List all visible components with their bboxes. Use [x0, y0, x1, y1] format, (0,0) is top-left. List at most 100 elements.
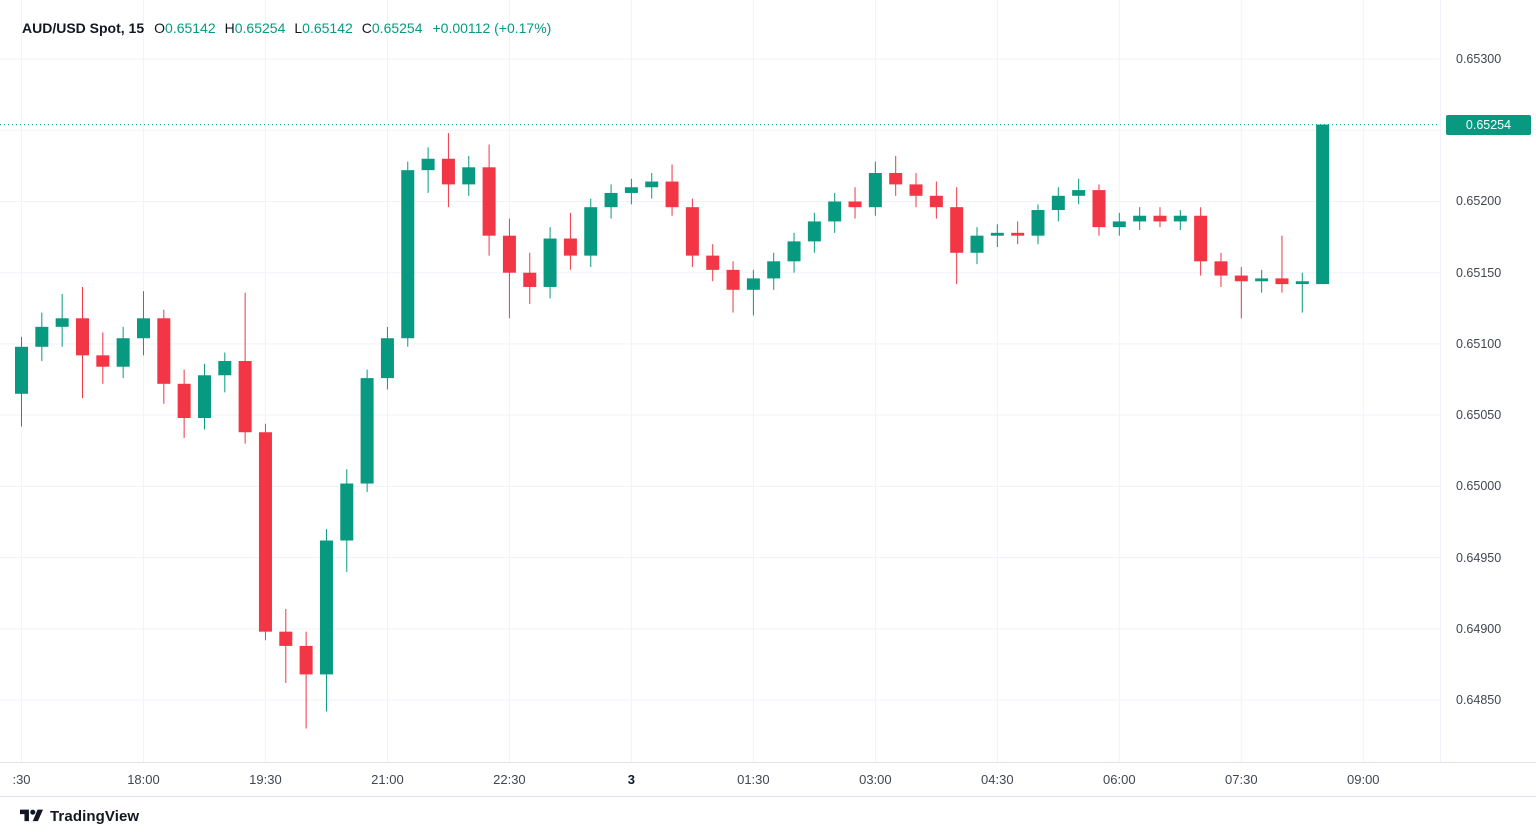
candle-body	[848, 201, 862, 208]
candle-body	[909, 184, 923, 196]
candle-body	[197, 375, 211, 419]
time-axis-label: 21:00	[371, 772, 404, 787]
footer-bar: TradingView	[0, 796, 1536, 835]
price-axis-label: 0.65150	[1456, 265, 1502, 280]
change-value: +0.00112 (+0.17%)	[432, 20, 552, 36]
candle-body	[238, 361, 252, 433]
candle-body	[604, 192, 618, 208]
legend: AUD/USD Spot, 15 O0.65142 H0.65254 L0.6514…	[22, 20, 551, 36]
candle-body	[502, 235, 516, 273]
candle-body	[990, 232, 1004, 236]
tradingview-logo-link[interactable]: TradingView	[20, 807, 139, 825]
time-axis-label: 09:00	[1346, 772, 1380, 787]
candle-body	[299, 645, 313, 675]
price-axis-label: 0.65100	[1456, 336, 1502, 351]
candle-body	[543, 238, 557, 287]
candle-body	[828, 201, 842, 222]
candle-body	[462, 167, 476, 185]
candle-body	[35, 326, 49, 347]
candle-body	[401, 170, 415, 339]
candle-body	[1153, 215, 1167, 222]
time-axis[interactable]: :30 18:00 19:30 21:00 22:30 3 01:30 03:00 04:30 0…	[0, 762, 1536, 796]
time-axis-label: 06:00	[1103, 772, 1136, 787]
candle-body	[1173, 215, 1187, 222]
time-axis-label: 07:30	[1225, 772, 1258, 787]
candle-body	[645, 181, 659, 188]
time-axis-label: 19:30	[249, 772, 282, 787]
candle-body	[319, 540, 333, 675]
candle-body	[1072, 190, 1086, 196]
candle-body	[1051, 195, 1065, 211]
candle-body	[1092, 190, 1106, 228]
candle-body	[584, 207, 598, 256]
time-axis-label: 03:00	[859, 772, 892, 787]
price-axis-label: 0.65200	[1456, 194, 1502, 209]
candle-body	[1214, 261, 1228, 276]
candle-body	[807, 221, 821, 242]
chart-pane[interactable]: AUD/USD Spot, 15 O0.65142 H0.65254 L0.6514…	[0, 0, 1440, 762]
price-axis[interactable]: 0.65254 0.65300 0.65200 0.65150 0.65100 0.65…	[1440, 0, 1536, 762]
price-axis-label: 0.64900	[1456, 621, 1502, 636]
price-axis-label: 0.65050	[1456, 408, 1502, 423]
price-axis-label: 0.64950	[1456, 550, 1502, 565]
time-axis-label: 3	[627, 772, 636, 787]
time-axis-label: 22:30	[493, 772, 526, 787]
ohlc-pair: C0.65254	[361, 20, 423, 36]
candle-body	[380, 338, 394, 379]
candle-body	[1295, 281, 1309, 285]
candle-body	[279, 631, 293, 646]
candle-body	[116, 338, 130, 367]
candle-body	[360, 378, 374, 484]
ohlc-pair: L0.65142	[294, 20, 353, 36]
candle-body	[1112, 221, 1126, 228]
candle-body	[157, 318, 171, 384]
candle-body	[685, 207, 699, 256]
candle-body	[787, 241, 801, 262]
candle-body	[258, 432, 272, 632]
candle-body	[340, 483, 354, 541]
candle-body	[15, 346, 28, 394]
time-axis-label: 04:30	[981, 772, 1014, 787]
candle-body	[1316, 124, 1330, 285]
candle-body	[218, 361, 232, 376]
candle-body	[1255, 278, 1269, 282]
candlestick-chart	[0, 0, 1440, 762]
ohlc-values: O0.65142 H0.65254 L0.65142 C0.65254	[154, 20, 422, 36]
candle-body	[1031, 210, 1045, 236]
ohlc-pair: O0.65142	[154, 20, 216, 36]
time-axis-label: 01:30	[737, 772, 770, 787]
candle-body	[482, 167, 496, 236]
candle-body	[929, 195, 943, 208]
candle-body	[767, 261, 781, 279]
symbol-title[interactable]: AUD/USD Spot, 15	[22, 20, 145, 36]
tradingview-brand-text: TradingView	[50, 807, 140, 825]
candle-body	[726, 269, 740, 290]
candle-body	[441, 158, 455, 185]
candle-body	[563, 238, 577, 256]
candle-body	[665, 181, 679, 208]
candle-body	[523, 272, 537, 287]
candle-body	[136, 318, 150, 339]
candle-body	[1275, 278, 1289, 285]
candle-body	[421, 158, 435, 171]
time-axis-label: :30	[12, 772, 31, 787]
candle-body	[1234, 275, 1248, 282]
time-axis-label: 18:00	[127, 772, 160, 787]
candle-body	[624, 187, 638, 193]
candle-body	[1194, 215, 1208, 262]
price-axis-label: 0.65300	[1456, 52, 1502, 67]
candle-body	[75, 318, 89, 356]
tradingview-logo-icon	[20, 807, 43, 825]
candle-body	[177, 383, 191, 419]
ohlc-pair: H0.65254	[224, 20, 286, 36]
candle-body	[950, 207, 964, 253]
price-axis-label: 0.64850	[1456, 693, 1502, 708]
candle-body	[1133, 215, 1147, 222]
price-axis-label: 0.65000	[1456, 479, 1502, 494]
candle-body	[1011, 232, 1025, 236]
candle-body	[746, 278, 760, 290]
candle-body	[970, 235, 984, 253]
candle-body	[55, 318, 69, 327]
candle-body	[868, 172, 882, 208]
